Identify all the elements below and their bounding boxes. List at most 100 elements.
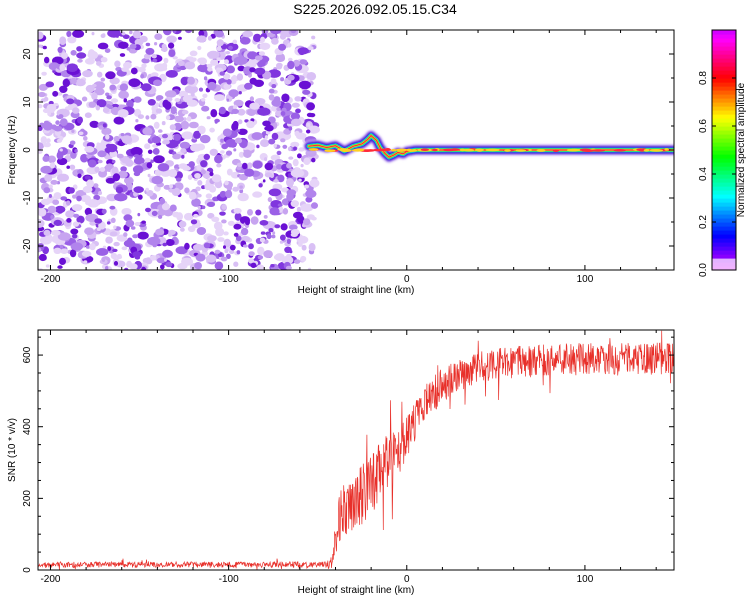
noise-speckle: [245, 219, 250, 226]
noise-speckle: [276, 164, 283, 170]
noise-speckle: [99, 167, 106, 172]
noise-speckle: [81, 96, 88, 102]
noise-speckle: [66, 98, 75, 105]
noise-speckle: [209, 127, 215, 133]
noise-speckle: [226, 168, 233, 176]
noise-speckle: [109, 205, 116, 210]
noise-speckle: [116, 153, 124, 159]
colorbar-cell: [712, 118, 736, 123]
noise-speckle: [291, 118, 302, 127]
colorbar-cell: [712, 158, 736, 163]
noise-speckle: [242, 30, 254, 38]
noise-speckle: [235, 235, 242, 242]
noise-speckle: [197, 180, 203, 186]
noise-speckle: [209, 171, 214, 177]
noise-speckle: [196, 193, 202, 198]
noise-speckle: [288, 224, 298, 231]
colorbar-cell: [712, 254, 736, 259]
noise-speckle: [287, 146, 292, 152]
noise-speckle: [257, 255, 264, 260]
signal-hotspot: [324, 149, 336, 152]
signal-hotspot: [664, 148, 669, 151]
noise-speckle: [82, 70, 93, 78]
noise-speckle: [196, 227, 207, 235]
signal-track: [303, 130, 674, 163]
noise-speckle: [258, 183, 263, 188]
colorbar-cell: [712, 170, 736, 175]
signal-hotspot: [460, 148, 465, 152]
noise-speckle: [173, 122, 182, 131]
noise-speckle: [169, 204, 177, 212]
noise-speckle: [257, 60, 266, 67]
noise-speckle: [126, 99, 134, 109]
noise-speckle: [97, 42, 109, 50]
noise-speckle: [41, 71, 47, 76]
noise-speckle: [215, 30, 224, 38]
noise-speckle: [307, 125, 320, 134]
noise-speckle: [38, 31, 44, 40]
noise-speckle: [145, 207, 151, 213]
noise-speckle: [271, 234, 276, 239]
noise-speckle: [214, 249, 221, 254]
noise-speckle: [123, 98, 128, 103]
snr-y-tick-label: 0: [22, 567, 33, 573]
noise-speckle: [238, 151, 245, 158]
noise-speckle: [145, 126, 149, 131]
noise-speckle: [292, 59, 300, 67]
noise-speckle: [164, 258, 167, 262]
noise-speckle: [76, 46, 83, 52]
colorbar-cell: [712, 74, 736, 79]
noise-speckle: [242, 244, 248, 248]
noise-speckle: [118, 90, 129, 99]
noise-speckle: [40, 98, 47, 103]
noise-speckle: [221, 219, 227, 224]
noise-speckle: [101, 33, 106, 38]
colorbar-cell: [712, 190, 736, 195]
colorbar-cell: [712, 162, 736, 167]
noise-speckle: [59, 118, 68, 126]
noise-speckle: [225, 51, 231, 55]
colorbar-cell: [712, 82, 736, 87]
noise-speckle: [244, 82, 253, 90]
noise-speckle: [201, 205, 206, 210]
noise-speckle: [59, 36, 67, 45]
noise-speckle: [143, 53, 151, 60]
noise-speckle: [105, 236, 113, 244]
noise-speckle: [249, 67, 256, 73]
noise-speckle: [226, 65, 236, 74]
signal-hotspot: [450, 148, 460, 151]
noise-speckle: [164, 90, 177, 98]
noise-speckle: [271, 84, 277, 89]
noise-speckle: [104, 48, 111, 53]
noise-speckle: [61, 52, 68, 59]
noise-speckle: [236, 166, 242, 170]
noise-speckle: [188, 121, 199, 129]
colorbar-cell: [712, 242, 736, 247]
noise-speckle: [159, 197, 166, 205]
spectrogram-y-tick-label: 0: [22, 147, 33, 153]
colorbar-axis: 0.0 0.2 0.4 0.6 0.8: [698, 71, 736, 277]
noise-speckle: [206, 201, 216, 207]
noise-speckle: [293, 259, 301, 264]
noise-speckle: [222, 73, 231, 80]
noise-speckle: [298, 80, 311, 90]
noise-speckle: [248, 251, 255, 257]
noise-speckle: [224, 180, 229, 186]
noise-speckle: [309, 179, 320, 188]
noise-speckle: [223, 231, 229, 236]
noise-speckle: [153, 79, 162, 87]
noise-speckle: [163, 30, 172, 36]
noise-speckle: [120, 166, 127, 172]
noise-speckle: [281, 93, 290, 103]
noise-speckle: [309, 113, 316, 118]
noise-speckle: [76, 52, 87, 59]
figure-title: S225.2026.092.05.15.C34: [293, 1, 457, 17]
noise-speckle: [231, 108, 239, 114]
noise-speckle: [287, 60, 295, 70]
noise-speckle: [98, 191, 103, 195]
colorbar-tick-label: 0.6: [698, 119, 709, 133]
noise-speckle: [106, 95, 112, 100]
colorbar-cell: [712, 166, 736, 171]
noise-speckle: [180, 120, 190, 130]
signal-hotspot: [474, 148, 484, 152]
